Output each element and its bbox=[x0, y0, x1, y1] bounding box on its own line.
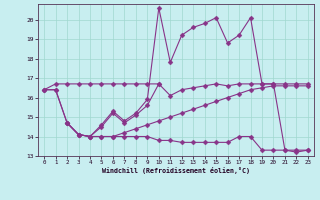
X-axis label: Windchill (Refroidissement éolien,°C): Windchill (Refroidissement éolien,°C) bbox=[102, 167, 250, 174]
